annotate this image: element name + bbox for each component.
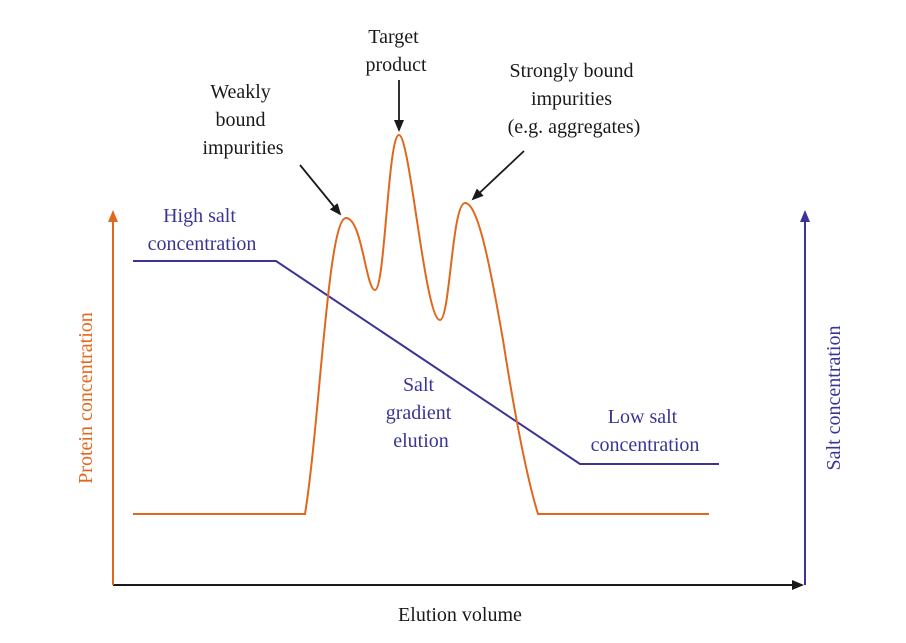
salt-gradient-line <box>133 260 719 465</box>
y-axis-right-label: Salt concentration <box>823 326 845 471</box>
y-axis-left-label: Protein concentration <box>75 312 97 484</box>
x-axis-label: Elution volume <box>398 604 522 626</box>
weakly-bound-label: Weakly bound impurities <box>202 81 283 159</box>
strongly-bound-label: Strongly bound impurities (e.g. aggregat… <box>508 60 641 138</box>
weakly-bound-arrow <box>299 164 342 216</box>
strongly-bound-arrow <box>471 150 525 201</box>
protein-elution-curve <box>133 133 709 515</box>
high-salt-label: High salt concentration <box>148 205 257 255</box>
salt-gradient-label: Salt gradient elution <box>386 374 457 452</box>
low-salt-label: Low salt concentration <box>591 406 700 456</box>
target-product-label: Target product <box>365 26 427 76</box>
